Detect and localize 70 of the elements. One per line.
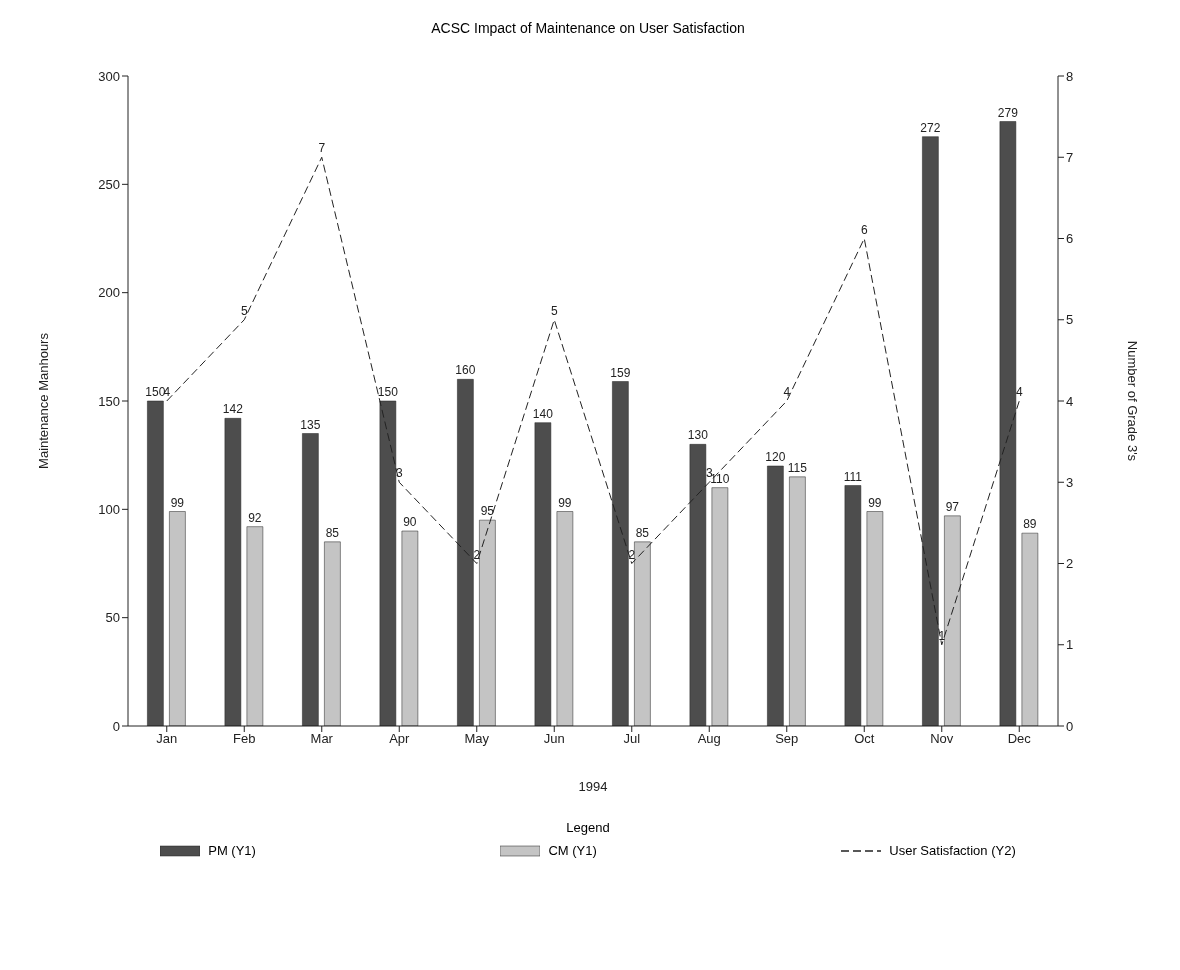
y-axis-title: Maintenance Manhours [35, 332, 51, 469]
data-label: 89 [1023, 517, 1037, 532]
x-tick-label: Feb [233, 731, 256, 747]
data-label: 160 [455, 363, 476, 378]
data-label: 135 [300, 417, 321, 432]
x-tick-label: Jan [156, 731, 178, 747]
y2-tick-label: 0 [1066, 718, 1074, 734]
data-label: 99 [558, 495, 572, 510]
y-tick-label: 100 [98, 501, 120, 517]
data-label: 142 [222, 402, 244, 417]
x-tick-label: Mar [310, 731, 334, 747]
y-tick-label: 50 [105, 610, 120, 626]
y2-tick-label: 4 [1066, 393, 1074, 409]
data-label: 159 [610, 365, 631, 380]
legend-label: CM (Y1) [548, 843, 597, 858]
data-label: 97 [945, 499, 960, 514]
x-tick-label: Oct [854, 731, 875, 747]
data-label: 99 [170, 495, 185, 510]
data-label: 130 [687, 428, 709, 443]
data-label: 5 [550, 303, 558, 318]
y2-axis-title: Number of Grade 3's [1125, 340, 1141, 462]
data-label: 90 [403, 515, 417, 529]
data-label: 272 [920, 120, 941, 135]
legend-label: PM (Y1) [208, 843, 256, 858]
y-tick-label: 0 [112, 718, 120, 734]
legend-title: Legend [565, 820, 611, 835]
data-label: 150 [377, 385, 399, 399]
data-label: 150 [145, 385, 166, 399]
y2-tick-label: 1 [1066, 637, 1074, 653]
data-label: 2 [628, 547, 636, 562]
y-tick-label: 300 [98, 68, 120, 84]
x-tick-label: Jul [623, 731, 641, 747]
data-label: 111 [843, 469, 863, 484]
y2-tick-label: 8 [1066, 68, 1074, 84]
y-tick-label: 250 [98, 176, 120, 192]
data-label: 4 [163, 385, 171, 399]
y2-tick-label: 7 [1066, 149, 1074, 165]
data-label: 3 [705, 466, 713, 481]
legend-label: User Satisfaction (Y2) [889, 843, 1016, 858]
x-tick-label: Dec [1007, 731, 1032, 747]
data-label: 99 [868, 495, 882, 510]
y2-tick-label: 6 [1066, 231, 1074, 247]
x-tick-label: Sep [775, 731, 799, 747]
x-tick-label: Aug [697, 731, 721, 747]
data-label: 7 [318, 141, 326, 156]
data-label: 6 [860, 222, 868, 237]
x-tick-label: May [464, 731, 490, 747]
data-label: 5 [240, 303, 248, 318]
data-label: 92 [248, 510, 262, 525]
x-tick-label: Jun [543, 731, 565, 747]
data-label: 4 [1015, 385, 1023, 399]
data-label: 85 [635, 525, 650, 540]
data-label: 115 [787, 460, 808, 475]
y2-tick-label: 5 [1066, 312, 1074, 328]
x-tick-label: Nov [930, 731, 954, 747]
chart-title: ACSC Impact of Maintenance on User Satisfaction [431, 20, 745, 36]
y-tick-label: 150 [98, 393, 120, 409]
data-label: 1 [938, 628, 946, 643]
data-label: 140 [532, 406, 554, 421]
x-tick-label: Apr [389, 731, 411, 747]
data-label: 279 [997, 105, 1019, 120]
data-label: 3 [395, 466, 403, 481]
y-tick-label: 200 [98, 285, 120, 301]
y2-tick-label: 2 [1066, 556, 1074, 572]
data-label: 4 [783, 385, 791, 399]
x-axis-title: 1994 [578, 779, 608, 794]
data-label: 85 [325, 525, 340, 540]
y2-tick-label: 3 [1066, 474, 1074, 490]
data-label: 95 [480, 504, 495, 519]
data-label: 120 [765, 450, 786, 464]
